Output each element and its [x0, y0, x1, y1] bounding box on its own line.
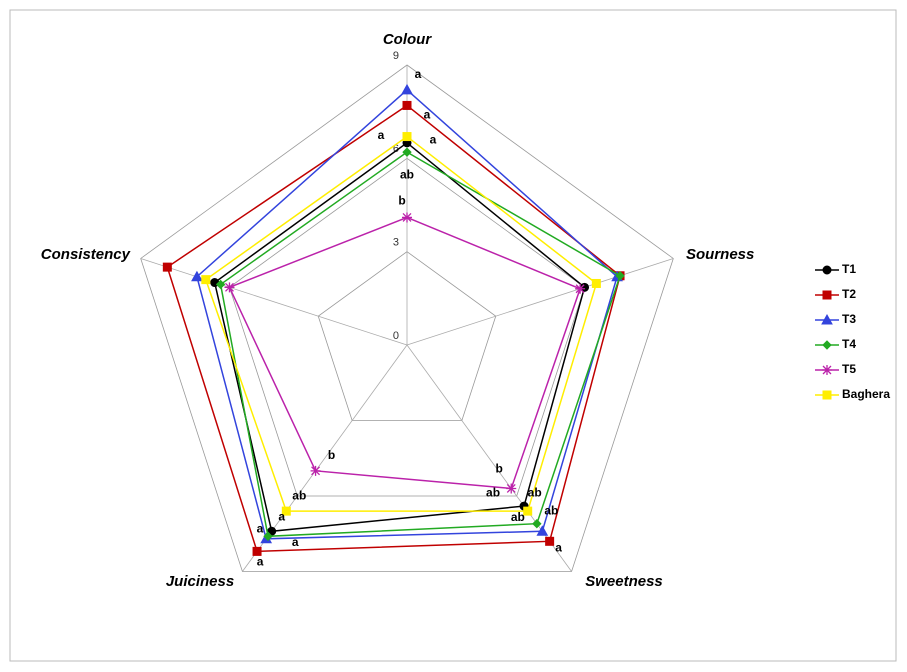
data-point — [532, 518, 542, 529]
legend-marker — [822, 265, 832, 275]
axis-label: Sourness — [686, 246, 754, 263]
series-line — [204, 135, 598, 512]
series-line — [196, 88, 618, 540]
grid-ring — [228, 157, 586, 497]
r-tick-label: 0 — [393, 330, 399, 342]
data-point — [591, 278, 601, 288]
legend-label: T5 — [842, 362, 856, 376]
data-point — [281, 506, 291, 516]
series-line — [228, 216, 582, 490]
data-point — [545, 536, 555, 546]
data-point — [523, 506, 533, 516]
significance-letter: ab — [486, 485, 500, 499]
significance-letter: a — [278, 509, 285, 523]
significance-letter: b — [328, 448, 335, 462]
significance-letter: ab — [544, 503, 558, 517]
grid-ring — [140, 64, 674, 572]
chart-frame — [9, 9, 897, 662]
data-point — [506, 483, 517, 494]
significance-letter: ab — [511, 510, 525, 524]
spoke — [140, 258, 408, 346]
data-point — [162, 262, 172, 272]
r-tick-label: 9 — [393, 50, 399, 62]
data-point — [191, 270, 203, 282]
legend-label: Baghera — [842, 387, 890, 401]
significance-letter: a — [555, 540, 562, 554]
data-point — [401, 83, 413, 95]
r-tick-label: 6 — [393, 143, 399, 155]
grid-ring — [317, 251, 497, 421]
data-point — [536, 525, 549, 536]
data-point — [215, 279, 226, 290]
series-line — [219, 151, 621, 538]
data-point — [402, 132, 412, 142]
data-point — [402, 100, 412, 110]
r-tick-label: 3 — [393, 237, 399, 249]
data-point — [252, 546, 262, 556]
legend-label: T1 — [842, 262, 856, 276]
significance-letter: b — [398, 194, 405, 208]
significance-letter: ab — [292, 488, 306, 502]
legend-marker — [821, 313, 833, 325]
legend-marker — [822, 340, 832, 350]
significance-letter: a — [430, 133, 437, 147]
legend-marker — [822, 365, 832, 375]
axis-label: Consistency — [41, 246, 131, 263]
significance-letter: a — [257, 555, 264, 569]
axis-label: Sweetness — [585, 573, 663, 590]
legend-marker — [822, 390, 832, 400]
axis-label: Juiciness — [166, 573, 234, 590]
data-point — [263, 531, 273, 541]
data-point — [310, 465, 321, 476]
significance-letter: b — [496, 462, 503, 476]
significance-letter: ab — [400, 167, 414, 181]
significance-letter: a — [292, 535, 299, 549]
significance-letter: a — [424, 108, 431, 122]
significance-letter: a — [415, 67, 422, 81]
data-point — [615, 271, 625, 281]
legend-label: T2 — [842, 287, 856, 301]
spoke — [406, 258, 674, 346]
legend-label: T4 — [842, 337, 856, 351]
legend-label: T3 — [842, 312, 856, 326]
data-point — [224, 282, 235, 293]
significance-letter: a — [257, 521, 264, 535]
series-line — [213, 141, 586, 533]
significance-letter: a — [378, 128, 385, 142]
legend-marker — [822, 290, 832, 300]
data-point — [402, 212, 412, 223]
axis-label: Colour — [383, 31, 432, 48]
data-point — [575, 283, 586, 294]
data-point — [402, 147, 412, 157]
data-point — [201, 275, 211, 285]
significance-letter: ab — [528, 485, 542, 499]
